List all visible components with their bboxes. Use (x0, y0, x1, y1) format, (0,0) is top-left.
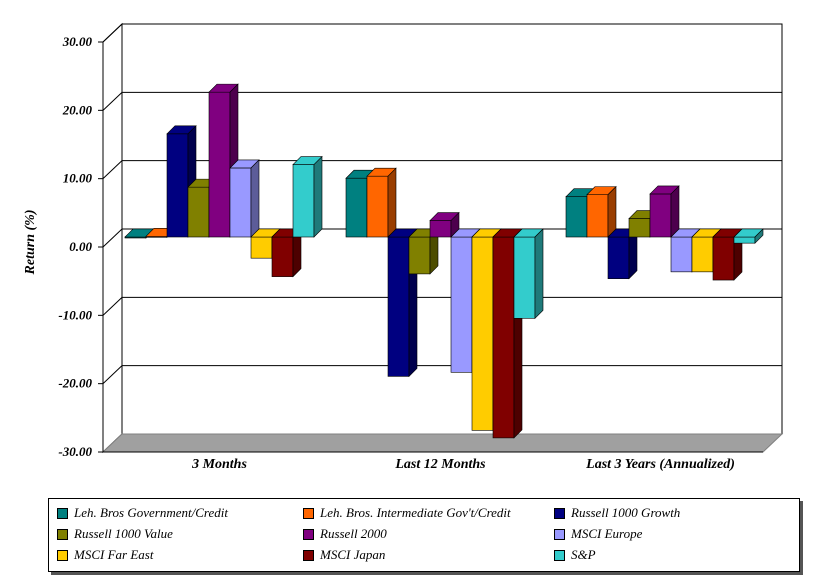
bar (229, 159, 260, 238)
bar-side (387, 167, 397, 238)
bar-front (292, 164, 315, 238)
gridline-side (102, 228, 123, 248)
legend-swatch (554, 549, 565, 561)
bar (586, 185, 617, 238)
legend-item: MSCI Japan (303, 546, 385, 564)
y-tick-label: -10.00 (58, 307, 92, 322)
bar-front (187, 186, 210, 238)
bar-side (313, 155, 323, 238)
gridline-side (102, 365, 123, 385)
y-tick-label: 30.00 (62, 34, 93, 49)
bar-front (271, 236, 294, 277)
bars (124, 83, 764, 439)
bar-front (450, 236, 473, 373)
bar-front (565, 196, 588, 238)
legend-item: S&P (554, 546, 596, 564)
bar-front (366, 175, 389, 238)
legend-item: Russell 1000 Value (57, 525, 173, 543)
legend-swatch (57, 549, 68, 561)
bar-front (628, 218, 651, 238)
legend-label: Russell 1000 Growth (571, 505, 681, 520)
bar (292, 155, 323, 238)
legend-label: MSCI Europe (571, 526, 643, 541)
gridline-side (102, 23, 123, 43)
bar-side (670, 185, 680, 238)
legend-swatch (554, 528, 565, 540)
legend-label: Russell 2000 (320, 526, 387, 541)
bar-front (733, 236, 756, 244)
legend-label: S&P (571, 547, 596, 562)
bar-front (607, 236, 630, 279)
bar-front (471, 236, 494, 431)
legend-item: MSCI Far East (57, 546, 153, 564)
gridline-side (102, 160, 123, 180)
bar (408, 228, 439, 275)
bar-front (492, 236, 515, 439)
bar-front (670, 236, 693, 273)
legend-label: Russell 1000 Value (74, 526, 173, 541)
y-axis-label: Return (%) (23, 210, 38, 276)
bar-front (345, 177, 368, 238)
legend-item: Russell 1000 Growth (554, 504, 680, 522)
x-category-label: Last 12 Months (394, 457, 486, 472)
gridline-side (102, 296, 123, 316)
x-category-label: Last 3 Years (Annualized) (585, 457, 735, 472)
legend-label: Leh. Bros. Intermediate Gov't/Credit (320, 505, 511, 520)
bar-front (250, 236, 273, 259)
legend-item: Leh. Bros Government/Credit (57, 504, 228, 522)
legend-swatch (554, 507, 565, 519)
bar-front (208, 91, 231, 238)
floor (101, 433, 784, 453)
bar (607, 228, 638, 280)
y-tick-label: 20.00 (62, 102, 93, 117)
legend-swatch (57, 507, 68, 519)
y-tick-label: 0.00 (69, 239, 92, 254)
bar-side (754, 228, 764, 244)
bar-front (166, 133, 189, 238)
bar-front (712, 236, 735, 281)
bar-front (387, 236, 410, 377)
legend: Leh. Bros Government/Credit Leh. Bros. In… (48, 498, 800, 572)
bar (649, 185, 680, 238)
bar-front (649, 193, 672, 238)
y-tick-label: -20.00 (58, 376, 92, 391)
bar-front (586, 194, 609, 238)
bar-side (607, 185, 617, 238)
bar-front (408, 236, 431, 275)
x-category-label: 3 Months (191, 457, 247, 472)
axes: 30.00 20.00 10.00 0.00 -10.00 -20.00 -30.00 3 M… (58, 34, 763, 472)
bar-front (691, 236, 714, 273)
legend-label: Leh. Bros Government/Credit (74, 505, 228, 520)
legend-swatch (303, 549, 314, 561)
legend-swatch (57, 528, 68, 540)
bar-front (429, 220, 452, 238)
legend-label: MSCI Far East (74, 547, 154, 562)
legend-item: MSCI Europe (554, 525, 642, 543)
bar (513, 228, 544, 320)
legend-item: Leh. Bros. Intermediate Gov't/Credit (303, 504, 511, 522)
legend-label: MSCI Japan (320, 547, 386, 562)
bar-front (513, 236, 536, 319)
legend-item: Russell 2000 (303, 525, 387, 543)
bar-chart: 30.00 20.00 10.00 0.00 -10.00 -20.00 -30.00 3 M… (23, 22, 784, 472)
y-tick-label: 10.00 (63, 171, 93, 186)
bar-front (229, 167, 252, 238)
bar-side (250, 159, 260, 238)
legend-swatch (303, 507, 314, 519)
legend-swatch (303, 528, 314, 540)
bar-side (534, 228, 544, 320)
bar (733, 228, 764, 244)
bar (366, 167, 397, 238)
gridline-side (102, 91, 123, 111)
y-tick-label: -30.00 (58, 444, 92, 459)
